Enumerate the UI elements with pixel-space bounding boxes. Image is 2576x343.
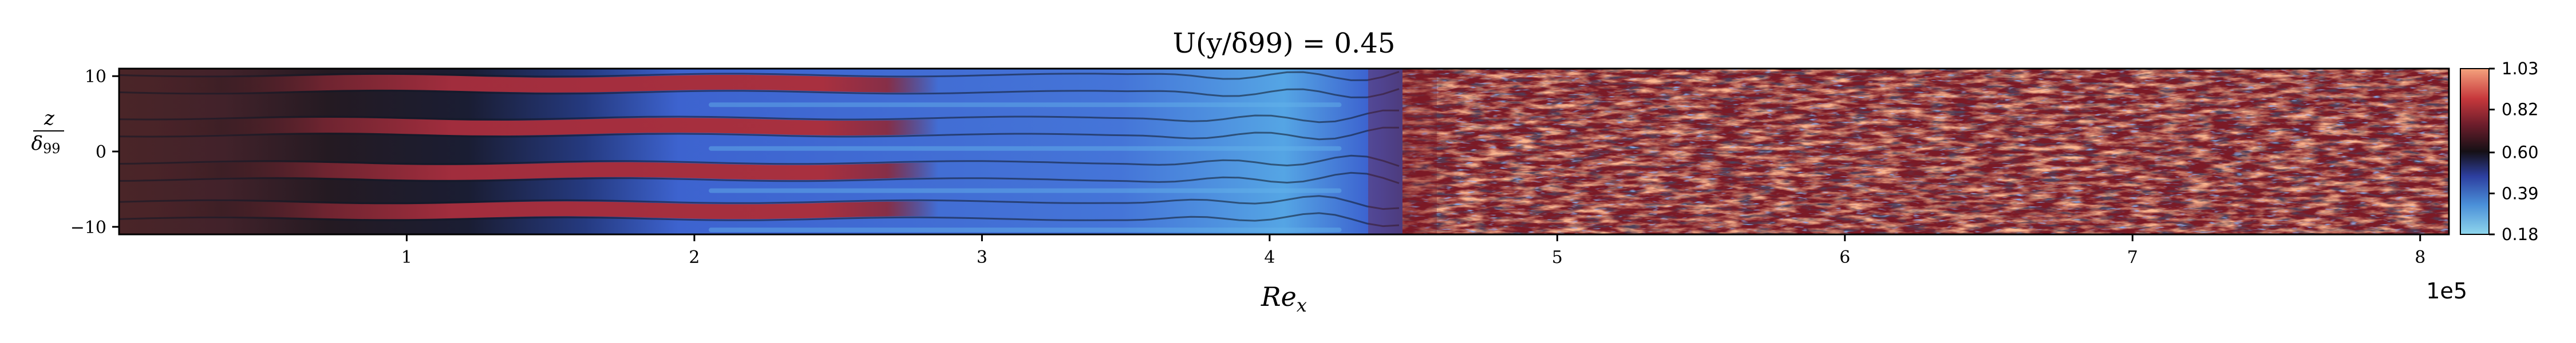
high-speed-streak [119, 111, 1399, 138]
turbulent-texture [1402, 69, 2449, 234]
breakdown-blend [1368, 69, 1437, 234]
y-label-denominator: δ99 [31, 132, 60, 157]
streak-edge [119, 126, 1400, 141]
x-tick-label: 8 [2415, 248, 2425, 268]
y-axis-label: z δ99 [31, 107, 64, 157]
x-tick-label: 4 [1264, 248, 1275, 268]
low-speed-streak [709, 188, 1342, 193]
streak-edge [119, 71, 1400, 81]
streak-edge [119, 195, 1400, 210]
low-speed-streak [709, 102, 1342, 107]
streak-edge [119, 212, 1400, 228]
streak-layer [119, 71, 1400, 233]
colorbar-tick-label: 0.39 [2502, 184, 2539, 203]
y-axis: 10 0 −10 [70, 67, 119, 238]
x-tick-label: 3 [977, 248, 987, 268]
chart-title: U(y/δ99) = 0.45 [1173, 27, 1396, 59]
high-speed-streak [119, 73, 1399, 97]
x-axis: 1 2 3 4 5 6 7 8 [401, 234, 2425, 268]
x-tick-label: 1 [401, 248, 412, 268]
colorbar-tick-label: 0.82 [2502, 100, 2539, 119]
streak-edge [119, 109, 1400, 123]
turbulent-region [1402, 69, 2449, 234]
streak-edge [119, 88, 1400, 98]
x-tick-label: 2 [689, 248, 700, 268]
heatmap-area [119, 69, 2449, 234]
y-label-numerator: z [44, 107, 55, 130]
y-tick-label: 0 [96, 142, 106, 162]
colorbar-tick-label: 0.60 [2502, 143, 2539, 162]
low-speed-streak [709, 146, 1342, 151]
y-tick-label: 10 [85, 67, 106, 87]
x-offset-label: 1e5 [2426, 278, 2467, 304]
high-speed-streak [119, 157, 1399, 182]
streak-edge [119, 172, 1400, 184]
colorbar [2460, 68, 2490, 235]
colorbar-tick-label: 1.03 [2502, 59, 2539, 78]
high-speed-streak [119, 197, 1399, 225]
x-tick-label: 5 [1552, 248, 1563, 268]
y-tick-label: −10 [70, 218, 106, 238]
colorbar-ticks: 1.03 0.82 0.60 0.39 0.18 [2489, 59, 2539, 244]
x-axis-label: Rex [1261, 281, 1307, 316]
colorbar-tick-label: 0.18 [2502, 225, 2539, 244]
x-tick-label: 6 [1839, 248, 1850, 268]
streak-edge [119, 154, 1400, 167]
x-tick-label: 7 [2127, 248, 2138, 268]
low-speed-streak [709, 228, 1342, 233]
